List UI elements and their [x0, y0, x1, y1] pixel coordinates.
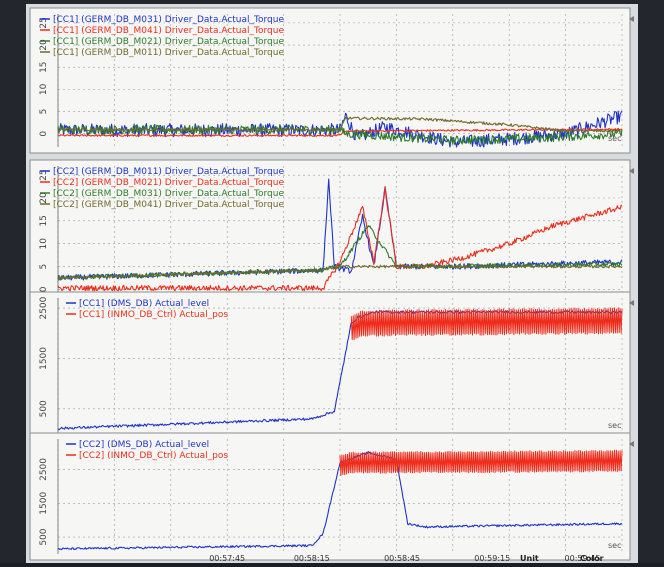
series-line-red: [339, 449, 623, 476]
legend-entry: [CC2] (GERM_DB_M011) Driver_Data.Actual_…: [53, 167, 284, 177]
legend-entry: [CC2] (INMO_DB_Ctrl) Actual_pos: [79, 451, 228, 461]
x-tick-label: 00:58:15: [294, 554, 330, 563]
chart-panel-1: 0 5 10 15 20 25 [CC1] (GERM_DB_M031) Driver_Da…: [29, 7, 634, 154]
x-tick-label: 00:59:15: [474, 554, 510, 563]
y-tick-label: 1500: [39, 492, 49, 515]
chart-panel-2: 0 5 10 15 20 25 [CC2] (GERM_DB_M011) Driver_Da…: [29, 159, 634, 301]
footer-column-header: Color: [580, 554, 604, 563]
chart-panel-4: 500 1500 2500 [CC2] (DMS_DB) Actual_level[C…: [29, 432, 634, 563]
y-tick-label: 5: [39, 109, 49, 115]
series-line-olive: [57, 264, 623, 280]
x-tick-label: 00:59:45: [565, 554, 601, 563]
y-tick-label: 20: [39, 39, 49, 51]
x-tick-label: 00:58:45: [384, 554, 420, 563]
series-line-red: [57, 127, 623, 137]
y-tick-label: 10: [39, 238, 49, 250]
series-line-red: [57, 186, 623, 292]
panel-marker-icon: [629, 300, 634, 306]
y-tick-label: 25: [39, 169, 49, 180]
legend-entry: [CC1] (INMO_DB_Ctrl) Actual_pos: [79, 310, 228, 320]
y-tick-label: 500: [39, 400, 49, 417]
y-tick-label: 20: [39, 192, 49, 204]
y-tick-label: 5: [39, 264, 49, 270]
series-line-olive: [57, 116, 623, 133]
x-tick-label: 00:57:45: [209, 554, 245, 563]
panel-marker-icon: [629, 441, 634, 447]
y-tick-label: 0: [39, 131, 49, 137]
x-unit-label: sec: [608, 134, 622, 143]
panel-marker-icon: [629, 16, 634, 22]
y-tick-label: 10: [39, 83, 49, 95]
series-line-green: [57, 124, 623, 145]
legend-entry: [CC2] (DMS_DB) Actual_level: [79, 440, 209, 450]
legend-entry: [CC2] (GERM_DB_M031) Driver_Data.Actual_…: [53, 189, 284, 199]
x-unit-label: sec: [608, 421, 622, 430]
y-tick-label: 0: [39, 286, 49, 292]
x-unit-label: sec: [608, 541, 622, 550]
legend-entry: [CC2] (GERM_DB_M021) Driver_Data.Actual_…: [53, 178, 284, 188]
legend-entry: [CC1] (GERM_DB_M041) Driver_Data.Actual_…: [53, 26, 284, 36]
footer-column-header: Unit: [520, 554, 539, 563]
y-tick-label: 2500: [39, 296, 49, 319]
legend-entry: [CC1] (DMS_DB) Actual_level: [79, 299, 209, 309]
series-line-red: [350, 307, 623, 341]
y-tick-label: 2500: [39, 458, 49, 481]
legend-entry: [CC1] (GERM_DB_M031) Driver_Data.Actual_…: [53, 15, 284, 25]
legend-entry: [CC1] (GERM_DB_M021) Driver_Data.Actual_…: [53, 37, 284, 47]
chart-panel-3: 500 1500 2500 [CC1] (DMS_DB) Actual_level[C…: [29, 291, 634, 441]
y-tick-label: 1500: [39, 347, 49, 370]
y-tick-label: 25: [39, 17, 49, 28]
y-tick-label: 15: [39, 215, 49, 226]
panel-marker-icon: [629, 168, 634, 174]
y-tick-label: 500: [39, 528, 49, 545]
legend-entry: [CC1] (GERM_DB_M011) Driver_Data.Actual_…: [53, 48, 284, 58]
legend-entry: [CC2] (GERM_DB_M041) Driver_Data.Actual_…: [53, 200, 284, 210]
y-tick-label: 15: [39, 61, 49, 72]
